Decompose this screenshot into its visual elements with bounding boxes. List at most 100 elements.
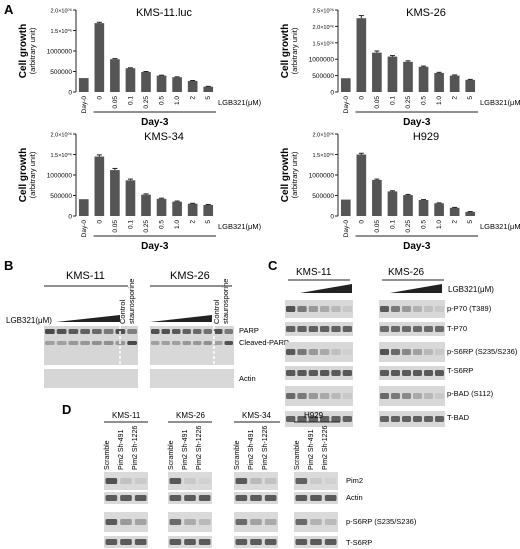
y-tick-label: 1.5×10⁰⁶ [313, 152, 334, 159]
chart-title: H929 [413, 131, 439, 143]
band-label-p-s6rp: p-S6RP (S235/S236) [447, 347, 518, 356]
blot-band [391, 349, 400, 355]
blot-band [214, 329, 223, 334]
x-tick-label: 5 [467, 96, 474, 100]
blot-band [308, 306, 318, 312]
bar [78, 78, 89, 92]
blot-band [308, 326, 318, 332]
x-axis-unit-label: LGB321(μM) [480, 222, 520, 231]
x-tick-label: 2 [190, 220, 197, 224]
x-tick-label: 0.25 [143, 220, 150, 233]
blot-band [224, 329, 233, 334]
x-tick-label: 0 [96, 220, 103, 224]
blot-band [402, 416, 411, 422]
blot-band [342, 326, 352, 332]
blot-band [320, 306, 330, 312]
blot-membrane [150, 369, 234, 388]
blot-band [391, 306, 400, 312]
blot-band [127, 341, 137, 345]
blot-band [56, 341, 67, 345]
blot-band [235, 478, 248, 484]
y-axis-label: Cell growth(arbitrary unit) [280, 148, 299, 202]
bar [418, 66, 429, 92]
x-tick-label: 0.1 [127, 96, 134, 105]
blot-band [264, 478, 277, 484]
blot-band [105, 519, 118, 525]
x-axis-label: Day-3 [141, 241, 169, 252]
bar [465, 79, 476, 92]
x-tick-label: 0.5 [421, 96, 428, 105]
blot-membrane [285, 411, 353, 427]
x-tick-label: 0.1 [127, 220, 134, 229]
blot-band [169, 478, 182, 484]
x-tick-label: 0.05 [374, 220, 381, 233]
blot-band [391, 393, 400, 399]
blot-band [198, 478, 211, 484]
blot-band [103, 341, 114, 345]
blot-membrane [285, 322, 353, 336]
blot-band [151, 329, 160, 334]
band-label-t-p70: T-P70 [447, 324, 467, 333]
blot-band [182, 341, 191, 345]
x-tick-label: Day-0 [81, 96, 88, 114]
blot-band [92, 341, 102, 345]
blot-band [310, 519, 322, 525]
blot-band [105, 495, 118, 501]
blot-band [413, 326, 422, 332]
blot-band [297, 349, 307, 355]
band-label-cleaved-parp: Cleaved-PARP [239, 338, 289, 347]
blot-band [184, 519, 196, 525]
x-tick-label: 5 [467, 220, 474, 224]
y-tick-label: 1000000 [47, 49, 73, 56]
blot-band [250, 539, 262, 545]
y-axis-label: Cell growth(arbitrary unit) [18, 24, 37, 78]
bar [465, 211, 476, 216]
y-tick-label: 2.5×10⁰⁶ [313, 8, 334, 15]
band-label-parp: PARP [239, 326, 259, 335]
x-tick-label: 0.05 [112, 220, 119, 233]
cell-line-label-kms34: KMS-34 [242, 411, 271, 420]
blot-band [45, 329, 55, 334]
blot-band [134, 539, 147, 545]
blot-band [235, 539, 248, 545]
blot-band [324, 478, 337, 484]
y-tick-label: 1.5×10⁰⁶ [51, 28, 72, 35]
bar [434, 72, 444, 92]
cell-line-label-kms26: KMS-26 [176, 411, 205, 420]
bar [187, 80, 198, 92]
x-axis-label: Day-3 [403, 241, 431, 252]
x-tick-label: 0.5 [421, 220, 428, 229]
blot-band [286, 306, 296, 312]
y-tick-label: 1000000 [309, 173, 335, 180]
blot-band [413, 370, 422, 376]
blot-band [320, 416, 330, 422]
y-tick-label: 2.0×10⁰⁶ [313, 132, 334, 139]
blot-band [310, 495, 322, 501]
x-tick-label: 2 [190, 96, 197, 100]
blot-band [264, 519, 277, 525]
blot-band [413, 349, 422, 355]
lane-label: Pim2 Sh-491 [308, 429, 315, 470]
blot-band [198, 539, 211, 545]
blot-band [413, 416, 422, 422]
band-label-p-bad: p-BAD (S112) [447, 389, 494, 398]
y-tick-label: 0 [68, 214, 72, 221]
blot-band [413, 393, 422, 399]
bar [110, 59, 120, 92]
cell-line-label-kms11: KMS-11 [112, 411, 141, 420]
bar [156, 198, 167, 216]
blot-band [120, 478, 132, 484]
cell-line-label-kms26: KMS-26 [388, 267, 425, 278]
blot-membrane [285, 342, 353, 362]
blot-membrane [379, 411, 445, 427]
bar [449, 207, 460, 216]
blot-band [435, 306, 444, 312]
blot-membrane [379, 342, 445, 362]
x-tick-label: 2 [452, 96, 459, 100]
blot-band [308, 416, 318, 422]
blot-band [286, 416, 296, 422]
band-label-actin: Actin [346, 493, 363, 502]
blot-band [435, 393, 444, 399]
blot-band [413, 306, 422, 312]
x-axis-label: Day-3 [403, 117, 431, 128]
